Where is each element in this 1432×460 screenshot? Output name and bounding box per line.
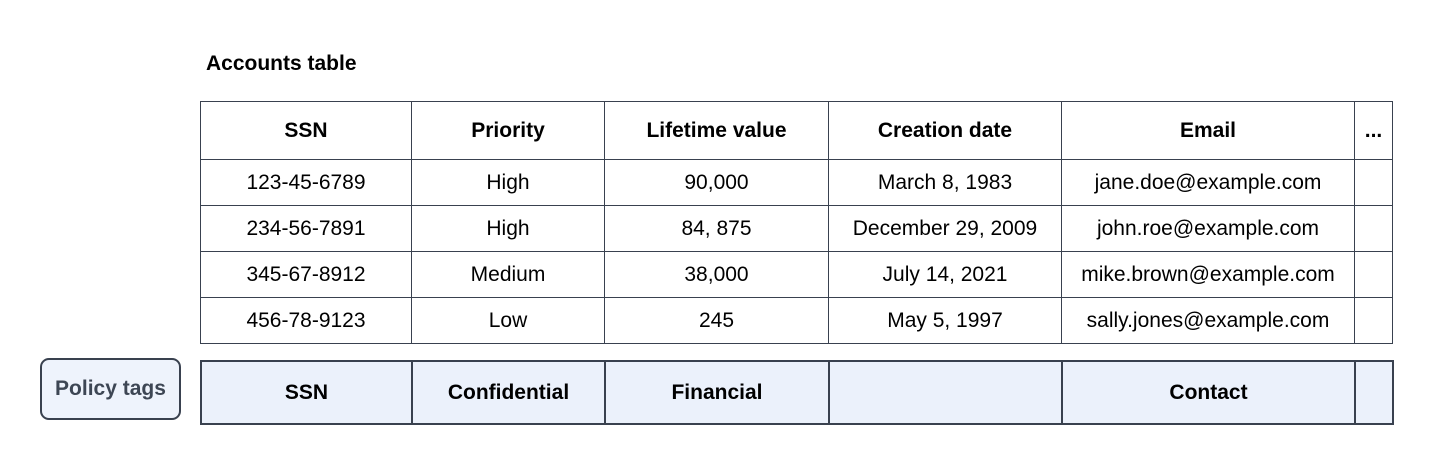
cell-email: jane.doe@example.com — [1061, 159, 1355, 206]
cell-ssn: 456-78-9123 — [200, 297, 412, 344]
cell-ssn: 345-67-8912 — [200, 251, 412, 298]
policy-tag-empty-more — [1354, 360, 1394, 425]
cell-priority: Low — [411, 297, 605, 344]
cell-lifetime-value: 84, 875 — [604, 205, 829, 252]
policy-tag-financial: Financial — [604, 360, 830, 425]
policy-tags-button-label: Policy tags — [55, 377, 166, 400]
cell-more — [1354, 205, 1393, 252]
cell-ssn: 123-45-6789 — [200, 159, 412, 206]
cell-more — [1354, 159, 1393, 206]
cell-more — [1354, 297, 1393, 344]
cell-creation-date: December 29, 2009 — [828, 205, 1062, 252]
cell-email: mike.brown@example.com — [1061, 251, 1355, 298]
policy-tag-confidential: Confidential — [411, 360, 606, 425]
policy-tags-row: SSN Confidential Financial Contact — [200, 360, 1394, 425]
table-title: Accounts table — [206, 52, 357, 75]
policy-tags-button[interactable]: Policy tags — [40, 358, 181, 420]
column-header-lifetime-value: Lifetime value — [604, 101, 829, 160]
cell-lifetime-value: 245 — [604, 297, 829, 344]
table-row: 345-67-8912 Medium 38,000 July 14, 2021 … — [200, 251, 1393, 298]
column-header-creation-date: Creation date — [828, 101, 1062, 160]
cell-email: john.roe@example.com — [1061, 205, 1355, 252]
policy-tag-contact: Contact — [1061, 360, 1356, 425]
cell-more — [1354, 251, 1393, 298]
table-row: 123-45-6789 High 90,000 March 8, 1983 ja… — [200, 159, 1393, 206]
accounts-table: SSN Priority Lifetime value Creation dat… — [200, 101, 1393, 344]
cell-creation-date: May 5, 1997 — [828, 297, 1062, 344]
table-row: 456-78-9123 Low 245 May 5, 1997 sally.jo… — [200, 297, 1393, 344]
cell-creation-date: July 14, 2021 — [828, 251, 1062, 298]
policy-row: SSN Confidential Financial Contact — [200, 360, 1394, 425]
column-header-ssn: SSN — [200, 101, 412, 160]
cell-priority: High — [411, 159, 605, 206]
cell-lifetime-value: 38,000 — [604, 251, 829, 298]
cell-priority: High — [411, 205, 605, 252]
column-header-email: Email — [1061, 101, 1355, 160]
cell-email: sally.jones@example.com — [1061, 297, 1355, 344]
policy-tag-empty-creation-date — [828, 360, 1063, 425]
header-row: SSN Priority Lifetime value Creation dat… — [200, 101, 1393, 160]
cell-priority: Medium — [411, 251, 605, 298]
column-header-more: ... — [1354, 101, 1393, 160]
cell-ssn: 234-56-7891 — [200, 205, 412, 252]
policy-tag-ssn: SSN — [200, 360, 413, 425]
cell-lifetime-value: 90,000 — [604, 159, 829, 206]
table-row: 234-56-7891 High 84, 875 December 29, 20… — [200, 205, 1393, 252]
cell-creation-date: March 8, 1983 — [828, 159, 1062, 206]
column-header-priority: Priority — [411, 101, 605, 160]
